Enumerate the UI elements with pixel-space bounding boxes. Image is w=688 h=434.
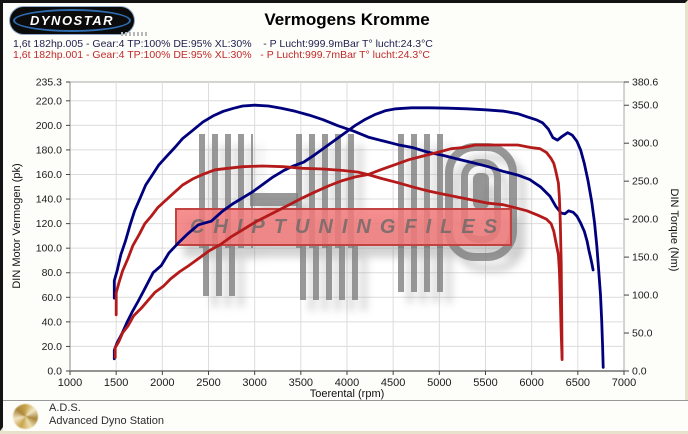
dynostar-logo: DYNOSTAR — [10, 7, 134, 34]
x-axis-title: Toerental (rpm) — [309, 388, 385, 400]
ads-swirl-logo — [13, 404, 38, 429]
watermark-bars — [398, 246, 444, 292]
y-axis-title-right: DIN Torque (Nm) — [668, 188, 680, 272]
watermark-h-connector — [250, 193, 298, 206]
watermark-banner: CHIPTUNINGFILES — [175, 208, 512, 246]
dynostar-logo-subtext — [121, 32, 147, 36]
watermark-bars — [300, 246, 358, 300]
run-legend: 1,6t 182hp.005 - Gear:4 TP:100% DE:95% X… — [13, 39, 433, 60]
page-title: Vermogens Kromme — [264, 10, 430, 29]
y-axis-title-left: DIN Motor Vermogen (pk) — [11, 163, 23, 289]
watermark-p-core — [473, 173, 489, 209]
watermark-hp-logo: CHIPTUNINGFILES — [3, 3, 688, 434]
legend-run-005: 1,6t 182hp.005 - Gear:4 TP:100% DE:95% X… — [13, 38, 433, 50]
ads-subtitle: Advanced Dyno Station — [49, 415, 164, 427]
dynostar-logo-text: DYNOSTAR — [30, 13, 114, 28]
legend-run-001: 1,6t 182hp.001 - Gear:4 TP:100% DE:95% X… — [13, 48, 430, 61]
footer-bar: A.D.S. Advanced Dyno Station — [3, 400, 688, 431]
watermark-text: CHIPTUNINGFILES — [189, 215, 507, 238]
ads-text-block: A.D.S. Advanced Dyno Station — [49, 402, 164, 428]
dynostar-logo-ring — [13, 9, 131, 32]
watermark-bars — [203, 246, 235, 296]
ads-title: A.D.S. — [49, 402, 81, 414]
